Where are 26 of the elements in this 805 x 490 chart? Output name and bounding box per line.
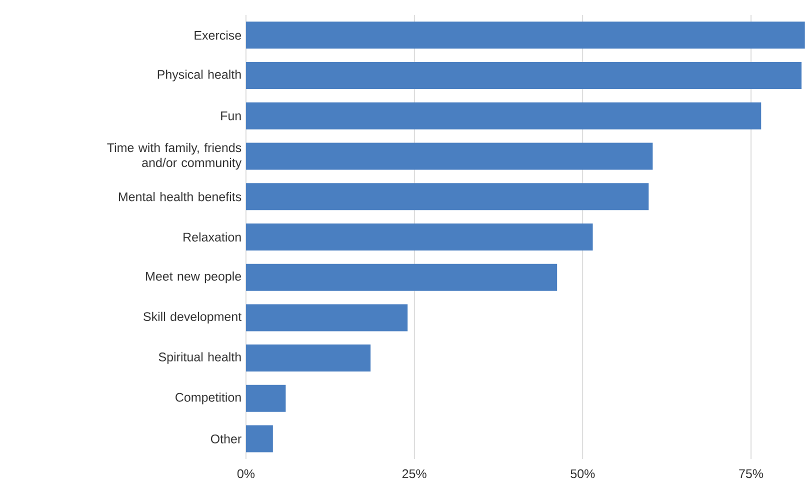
y-tick-label: Mental health benefits	[118, 192, 242, 202]
y-tick-label: Relaxation	[184, 232, 241, 242]
y-tick-label: Fun	[221, 112, 241, 120]
y-tick-label: Meet new people	[146, 272, 242, 284]
y-tick-label: Skill development	[144, 312, 242, 324]
bar	[246, 183, 649, 210]
bar	[246, 62, 802, 90]
x-tick-label: 0%	[237, 469, 255, 478]
bar	[246, 102, 762, 130]
bar	[246, 384, 286, 412]
bar	[246, 425, 273, 452]
y-tick-label: Physical health	[158, 70, 241, 82]
y-tick-label: Spiritual health	[158, 352, 241, 364]
bar	[246, 142, 653, 170]
bar	[246, 344, 371, 372]
bar	[246, 264, 558, 291]
y-tick-label: Exercise	[194, 30, 242, 40]
y-tick-label: Other	[210, 434, 242, 444]
x-tick-label: 50%	[570, 469, 595, 478]
x-tick-label: 75%	[739, 469, 764, 478]
bar	[246, 22, 805, 49]
y-tick-label: Competition	[176, 392, 241, 404]
x-tick-label: 25%	[402, 469, 426, 478]
y-tick-label: Time with family, friends and/or community	[107, 142, 242, 170]
bar	[246, 304, 408, 332]
bar	[246, 224, 593, 251]
